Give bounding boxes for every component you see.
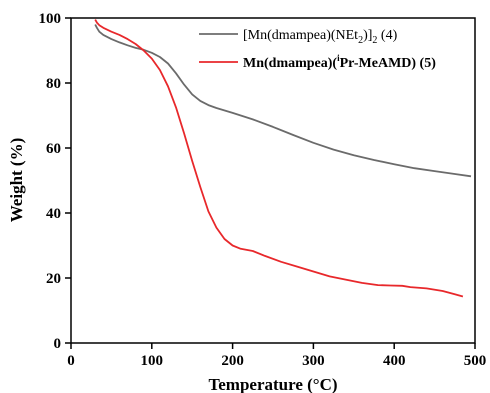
x-tick-label-1: 100 (141, 353, 164, 369)
series-line-4 (94, 24, 472, 178)
y-tick-label-0: 0 (54, 336, 62, 352)
axis-ticks: 0 100 200 300 400 500 0 20 40 60 80 100 (39, 11, 487, 369)
x-tick-label-5: 500 (464, 353, 487, 369)
x-tick-label-4: 400 (383, 353, 406, 369)
legend-label-series-4-part-c: (4) (377, 28, 397, 43)
series-lines (94, 19, 472, 298)
x-tick-label-3: 300 (302, 353, 325, 369)
legend: [Mn(dmampea)(NEt2)]2 (4) Mn(dmampea)(iPr… (199, 28, 436, 71)
legend-label-series-5-part-b: Pr-MeAMD) (5) (340, 56, 437, 71)
plot-frame (70, 17, 476, 344)
y-tick-label-2: 40 (46, 206, 61, 222)
legend-label-series-5-sup: i (337, 53, 340, 63)
legend-label-series-4: [Mn(dmampea)(NEt2)]2 (4) (243, 28, 398, 46)
y-tick-label-3: 60 (46, 141, 61, 157)
x-tick-label-2: 200 (221, 353, 244, 369)
x-tick-label-0: 0 (67, 353, 75, 369)
legend-label-series-5-part-a: Mn(dmampea)( (243, 56, 337, 71)
x-axis-title: Temperature (°C) (208, 375, 337, 393)
y-tick-label-4: 80 (46, 76, 61, 92)
legend-label-series-4-part-a: [Mn(dmampea)(NEt (243, 28, 358, 43)
series-line-5 (94, 19, 464, 298)
y-tick-label-5: 100 (39, 11, 62, 27)
legend-label-series-4-sub-a: 2 (358, 35, 363, 46)
legend-label-series-4-part-b: )] (363, 28, 372, 43)
legend-label-series-5: Mn(dmampea)(iPr-MeAMD) (5) (243, 53, 436, 71)
y-tick-label-1: 20 (46, 271, 61, 287)
y-axis-title: Weight (%) (7, 138, 26, 223)
legend-label-series-4-sub-b: 2 (372, 35, 377, 46)
